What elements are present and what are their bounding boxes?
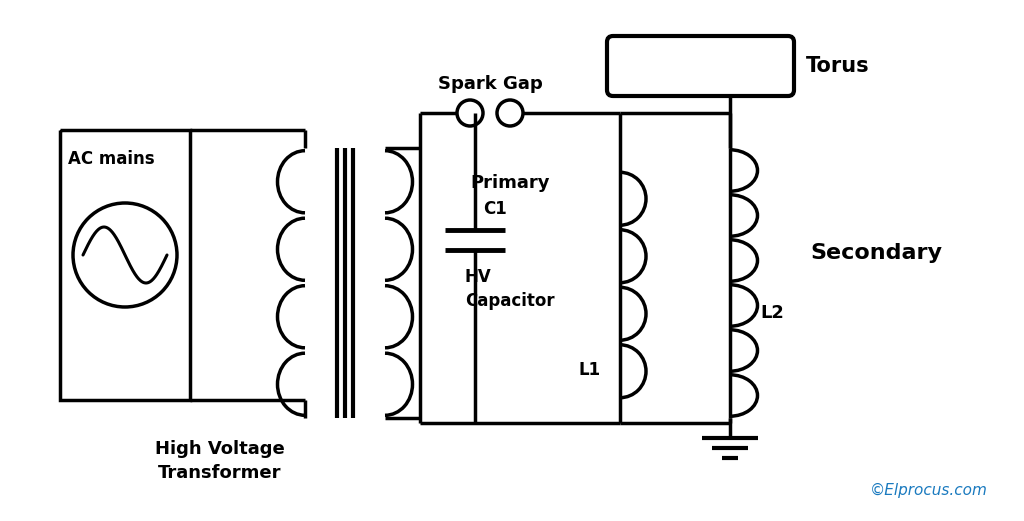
Text: High Voltage
Transformer: High Voltage Transformer: [155, 440, 285, 481]
Text: AC mains: AC mains: [68, 150, 155, 168]
Text: C1: C1: [483, 200, 507, 218]
Text: ©Elprocus.com: ©Elprocus.com: [870, 482, 988, 498]
Text: L2: L2: [760, 304, 784, 322]
Text: Primary: Primary: [470, 174, 550, 192]
Text: HV
Capacitor: HV Capacitor: [465, 268, 555, 309]
Text: L1: L1: [579, 361, 601, 379]
Text: Spark Gap: Spark Gap: [437, 75, 543, 93]
Text: Torus: Torus: [806, 56, 869, 76]
FancyBboxPatch shape: [607, 36, 794, 96]
Text: Secondary: Secondary: [810, 243, 942, 263]
